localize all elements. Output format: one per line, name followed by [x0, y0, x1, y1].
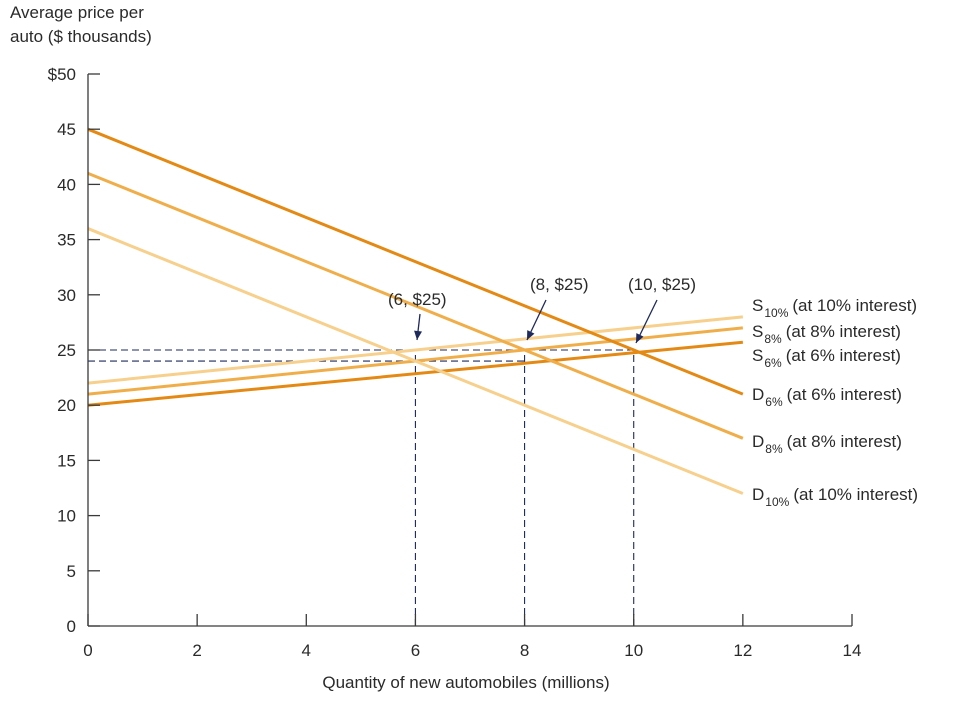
x-tick-label: 4	[302, 641, 311, 660]
annotation-arrow-head	[636, 333, 644, 343]
annotations: (6, $25) (8, $25) (10, $25)	[388, 275, 696, 344]
series-description: (at 10% interest)	[792, 296, 917, 315]
series-subscript: 10%	[764, 306, 788, 320]
series-description: (at 6% interest)	[786, 346, 901, 365]
series-label-d8: D8% (at 8% interest)	[752, 432, 902, 456]
series-subscript: 6%	[764, 356, 782, 370]
series-label-text: S8% (at 8% interest)	[752, 322, 901, 346]
x-axis-title: Quantity of new automobiles (millions)	[322, 673, 609, 692]
series-description: (at 8% interest)	[787, 432, 902, 451]
series-letter: D	[752, 385, 764, 404]
y-axis-title-line2: auto ($ thousands)	[10, 27, 152, 46]
x-tick-label: 14	[843, 641, 862, 660]
series-description: (at 10% interest)	[793, 485, 918, 504]
y-tick-label: 0	[67, 617, 76, 636]
y-tick-label: $50	[48, 65, 76, 84]
series-label-s10: S10% (at 10% interest)	[752, 296, 917, 320]
series-letter: D	[752, 485, 764, 504]
y-tick-label: 20	[57, 396, 76, 415]
series-label-text: D10% (at 10% interest)	[752, 485, 918, 509]
annotation-arrow-head	[527, 330, 535, 340]
series-label-s6: S6% (at 6% interest)	[752, 346, 901, 370]
x-tick-label: 12	[733, 641, 752, 660]
y-tick-label: 45	[57, 120, 76, 139]
annotation: (6, $25)	[388, 290, 447, 341]
annotation-label: (6, $25)	[388, 290, 447, 309]
series-letter: S	[752, 346, 763, 365]
series-lines	[87, 127, 744, 495]
series-line-s6	[87, 340, 744, 407]
series-subscript: 6%	[765, 395, 783, 409]
series-line-d10	[87, 227, 744, 495]
series-description: (at 6% interest)	[787, 385, 902, 404]
series-letter: S	[752, 322, 763, 341]
y-tick-label: 30	[57, 286, 76, 305]
series-label-text: D8% (at 8% interest)	[752, 432, 902, 456]
series-labels: S10% (at 10% interest)S8% (at 8% interest)…	[752, 296, 918, 509]
series-line-s10	[87, 315, 744, 385]
x-tick-label: 10	[624, 641, 643, 660]
series-subscript: 8%	[764, 332, 782, 346]
annotation: (10, $25)	[628, 275, 696, 344]
annotation-arrow-head	[414, 330, 423, 340]
y-tick-label: 15	[57, 451, 76, 470]
x-tick-label: 2	[192, 641, 201, 660]
series-letter: D	[752, 432, 764, 451]
x-tick-label: 8	[520, 641, 529, 660]
series-subscript: 8%	[765, 442, 783, 456]
annotation-label: (8, $25)	[530, 275, 589, 294]
axes: 0 5 10 15 20 25 30 35 40 45 $50 0 2 4 6 8 10 12 14	[48, 65, 862, 660]
y-axis-title-line1: Average price per	[10, 3, 144, 22]
y-tick-label: 40	[57, 175, 76, 194]
series-label-d10: D10% (at 10% interest)	[752, 485, 918, 509]
series-letter: S	[752, 296, 763, 315]
annotation: (8, $25)	[526, 275, 589, 341]
y-tick-label: 25	[57, 341, 76, 360]
series-label-text: D6% (at 6% interest)	[752, 385, 902, 409]
y-tick-label: 5	[67, 562, 76, 581]
x-tick-label: 6	[411, 641, 420, 660]
annotation-label: (10, $25)	[628, 275, 696, 294]
x-tick-label: 0	[83, 641, 92, 660]
series-description: (at 8% interest)	[786, 322, 901, 341]
y-tick-label: 10	[57, 507, 76, 526]
series-label-s8: S8% (at 8% interest)	[752, 322, 901, 346]
series-label-d6: D6% (at 6% interest)	[752, 385, 902, 409]
series-subscript: 10%	[765, 495, 789, 509]
series-line-d8	[87, 171, 744, 440]
series-line-d6	[87, 127, 744, 396]
series-label-text: S6% (at 6% interest)	[752, 346, 901, 370]
y-tick-label: 35	[57, 231, 76, 250]
reference-lines	[88, 349, 635, 626]
series-label-text: S10% (at 10% interest)	[752, 296, 917, 320]
